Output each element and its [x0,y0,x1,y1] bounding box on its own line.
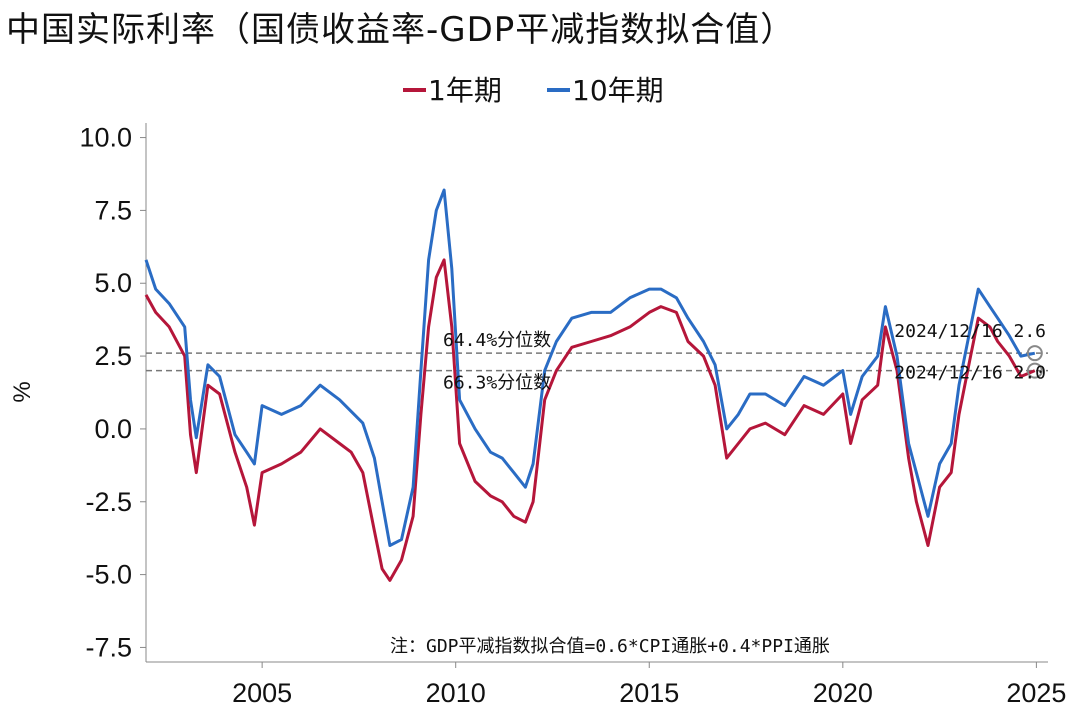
end-marker [1026,345,1043,362]
y-axis-label: % [9,381,36,402]
series-line-10y [144,188,1036,547]
reference-label: 66.3%分位数 [443,373,551,394]
reference-label: 64.4%分位数 [443,330,551,351]
end-label: 2024/12/16 2.6 [894,321,1046,342]
y-axis: 10.0 7.5 5.0 2.5 0.0 -2.5 -5.0 -7.5 [79,123,147,662]
y-tick-label: 0.0 [94,414,132,444]
x-axis: 2005 2010 2015 2020 2025 [146,661,1066,708]
y-tick-label: 7.5 [94,195,132,225]
series-layer [144,188,1036,582]
legend-label-10y: 10年期 [572,74,664,107]
legend-label-1y: 1年期 [428,74,502,107]
y-tick-label: 10.0 [79,123,132,153]
x-tick-label: 2005 [232,678,292,708]
annotations: 64.4%分位数 66.3%分位数 2024/12/16 2.6 2024/12/16… [443,321,1046,393]
end-label: 2024/12/16 2.0 [894,363,1046,384]
x-tick-label: 2010 [426,678,486,708]
end-marker [1026,362,1043,379]
y-tick-label: 2.5 [94,341,132,371]
x-tick-label: 2025 [1006,678,1066,708]
chart-title: 中国实际利率（国债收益率-GDP平减指数拟合值） [6,10,796,50]
chart-note: 注：GDP平减指数拟合值=0.6*CPI通胀+0.4*PPI通胀 [390,636,830,657]
series-line-1y [144,258,1036,582]
y-tick-label: 5.0 [94,268,132,298]
y-tick-label: -5.0 [85,560,132,590]
x-tick-label: 2020 [813,678,873,708]
x-tick-label: 2015 [619,678,679,708]
legend: 1年期 10年期 [403,74,664,107]
y-tick-label: -7.5 [85,632,132,662]
y-tick-label: -2.5 [85,487,132,517]
